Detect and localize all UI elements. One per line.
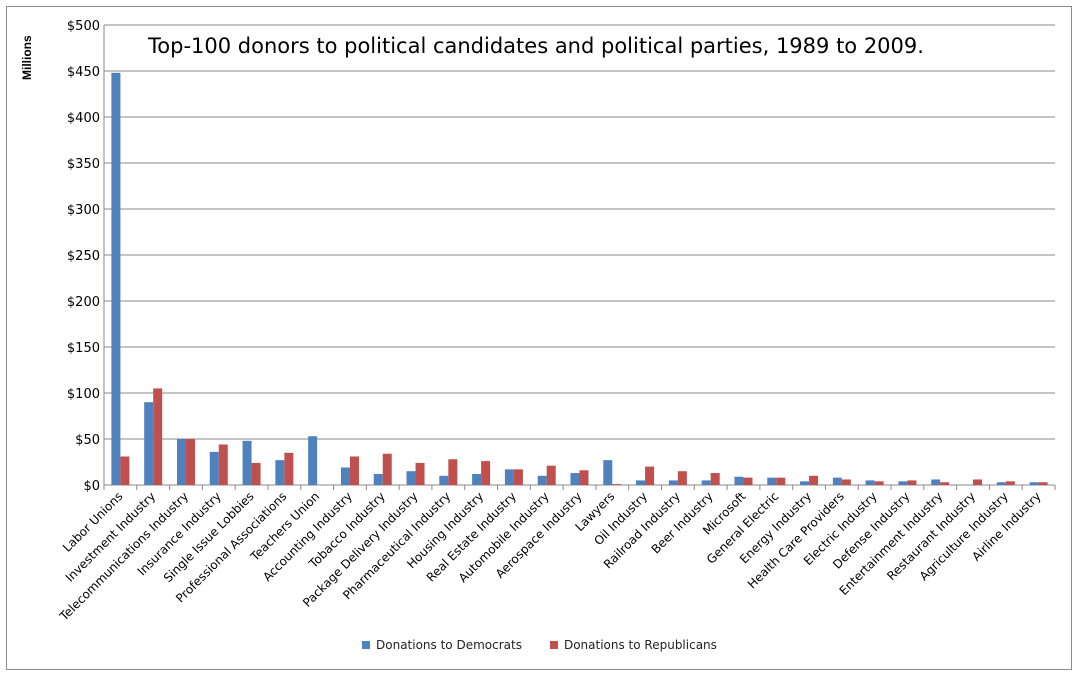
bar-democrats bbox=[537, 475, 547, 485]
y-tick-label: $0 bbox=[83, 479, 100, 494]
legend-item-republicans: Donations to Republicans bbox=[549, 638, 717, 652]
bar-democrats bbox=[472, 473, 482, 485]
bar-democrats bbox=[996, 482, 1006, 485]
bar-democrats bbox=[439, 475, 449, 485]
bar-democrats bbox=[373, 473, 383, 485]
bar-republicans bbox=[940, 482, 950, 485]
legend-label-democrats: Donations to Democrats bbox=[376, 638, 522, 652]
bar-republicans bbox=[546, 465, 556, 485]
bar-republicans bbox=[612, 484, 622, 485]
bar-republicans bbox=[382, 453, 392, 485]
bar-democrats bbox=[308, 436, 318, 485]
bar-democrats bbox=[734, 476, 744, 485]
legend-label-republicans: Donations to Republicans bbox=[563, 638, 717, 652]
y-axis-label: Millions bbox=[20, 35, 34, 80]
legend-swatch-republicans bbox=[549, 641, 558, 649]
bar-republicans bbox=[251, 462, 261, 485]
bar-republicans bbox=[1005, 481, 1015, 485]
bar-democrats bbox=[111, 72, 121, 485]
bar-republicans bbox=[218, 444, 228, 485]
bar-democrats bbox=[504, 469, 514, 485]
y-tick-label: $100 bbox=[67, 387, 100, 402]
y-tick-label: $400 bbox=[67, 111, 100, 126]
bar-republicans bbox=[907, 480, 917, 485]
y-tick-label: $450 bbox=[67, 65, 100, 80]
bar-democrats bbox=[865, 480, 875, 485]
bar-democrats bbox=[800, 481, 810, 485]
bar-republicans bbox=[481, 461, 491, 485]
bar-republicans bbox=[874, 481, 884, 485]
y-tick-label: $50 bbox=[75, 433, 100, 448]
bar-democrats bbox=[1029, 482, 1039, 485]
bar-republicans bbox=[579, 470, 589, 485]
bar-republicans bbox=[513, 469, 523, 485]
bar-republicans bbox=[415, 462, 425, 485]
legend-swatch-democrats bbox=[362, 641, 370, 649]
y-tick-label: $300 bbox=[67, 203, 100, 218]
bar-republicans bbox=[153, 388, 163, 485]
bar-republicans bbox=[809, 475, 819, 485]
bar-democrats bbox=[144, 402, 154, 485]
bar-republicans bbox=[841, 479, 851, 485]
bar-republicans bbox=[120, 456, 130, 485]
bar-democrats bbox=[209, 451, 219, 485]
bar-republicans bbox=[185, 439, 195, 485]
y-tick-label: $250 bbox=[67, 249, 100, 264]
bar-democrats bbox=[176, 439, 186, 485]
bar-democrats bbox=[570, 473, 580, 485]
bar-republicans bbox=[284, 452, 294, 485]
bar-republicans bbox=[776, 477, 786, 485]
bar-democrats bbox=[340, 467, 350, 485]
legend: Donations to Democrats Donations to Repu… bbox=[362, 638, 717, 652]
y-tick-label: $200 bbox=[67, 295, 100, 310]
bar-democrats bbox=[668, 480, 678, 485]
bar-democrats bbox=[767, 477, 777, 485]
bar-republicans bbox=[1038, 482, 1048, 485]
bar-republicans bbox=[349, 456, 359, 485]
y-tick-label: $150 bbox=[67, 341, 100, 356]
bar-republicans bbox=[677, 471, 687, 485]
bar-democrats bbox=[898, 481, 908, 485]
bar-republicans bbox=[743, 477, 753, 485]
bar-democrats bbox=[701, 480, 711, 485]
bar-democrats bbox=[931, 479, 941, 485]
bar-republicans bbox=[448, 459, 458, 485]
bar-republicans bbox=[645, 466, 655, 485]
x-tick-label: Telecommunications Industry bbox=[56, 489, 191, 624]
bar-democrats bbox=[406, 471, 416, 485]
bar-democrats bbox=[636, 480, 646, 485]
chart-title: Top-100 donors to political candidates a… bbox=[148, 34, 924, 58]
bar-democrats bbox=[603, 460, 613, 485]
bar-democrats bbox=[275, 460, 285, 485]
bar-democrats bbox=[832, 477, 842, 485]
bar-republicans bbox=[710, 473, 720, 485]
y-tick-label: $500 bbox=[67, 19, 100, 34]
bar-republicans bbox=[973, 479, 983, 485]
legend-item-democrats: Donations to Democrats bbox=[362, 638, 522, 652]
bar-democrats bbox=[242, 440, 252, 485]
y-tick-label: $350 bbox=[67, 157, 100, 172]
